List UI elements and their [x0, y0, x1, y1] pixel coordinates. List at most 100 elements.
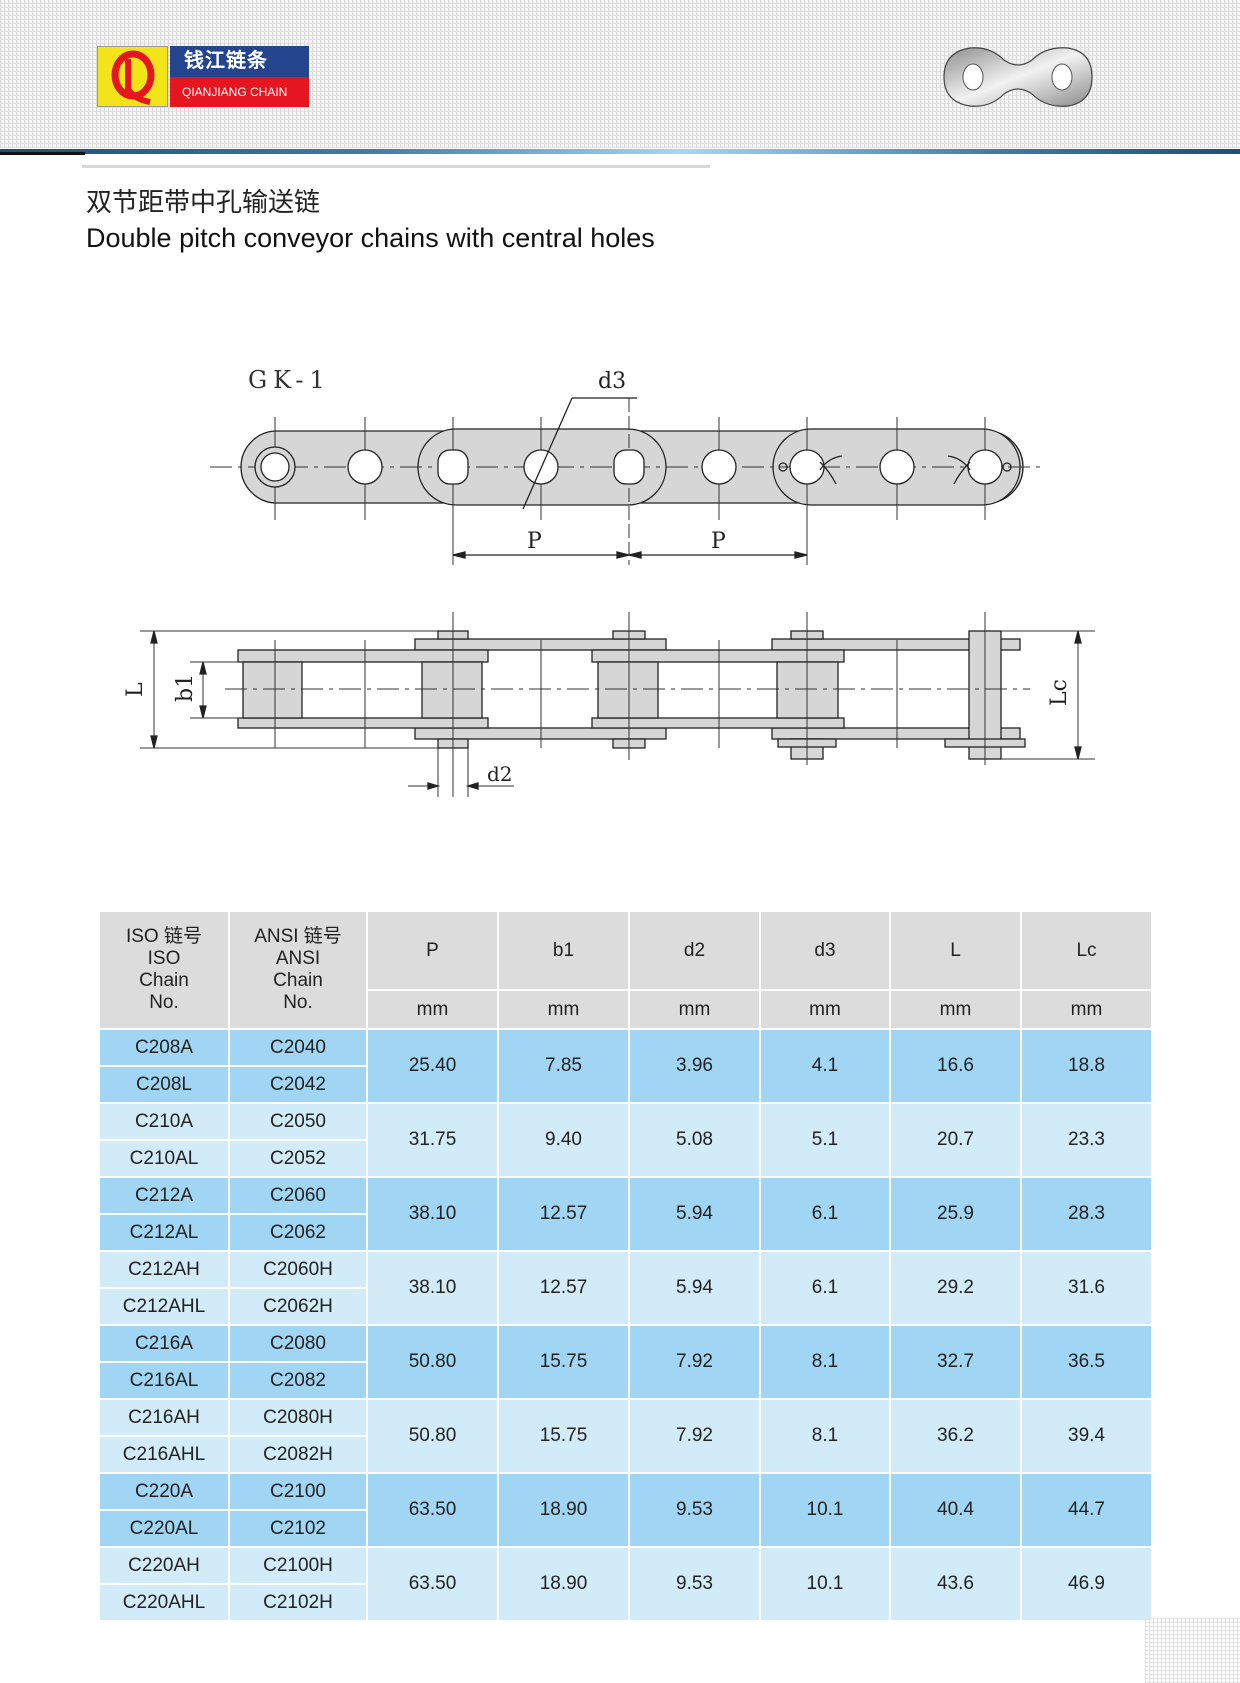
- cell-d3: 10.1: [759, 1546, 891, 1622]
- brand-name-cn: 钱江链条: [170, 46, 309, 77]
- cell-L: 16.6: [889, 1028, 1022, 1104]
- cell-Lc: 39.4: [1020, 1398, 1153, 1474]
- ansi-chain-no: C2100H: [228, 1546, 368, 1585]
- header-d2: d2: [628, 910, 761, 991]
- iso-chain-no: C220A: [98, 1472, 230, 1511]
- ansi-chain-no: C2102: [228, 1509, 368, 1548]
- chain-technical-drawing: d3 GK-1 P P: [123, 366, 1095, 797]
- header-Lc: Lc: [1020, 910, 1153, 991]
- cell-P: 50.80: [366, 1324, 499, 1400]
- cell-Lc: 28.3: [1020, 1176, 1153, 1252]
- label-d3: d3: [598, 369, 626, 394]
- cell-d2: 5.94: [628, 1176, 761, 1252]
- cell-d3: 8.1: [759, 1398, 891, 1474]
- table-row: C212A C2060 38.10 12.57 5.94 6.1 25.9 28.3: [98, 1176, 1153, 1252]
- table-row: C220A C2100 63.50 18.90 9.53 10.1 40.4 44.7: [98, 1472, 1153, 1548]
- cell-L: 25.9: [889, 1176, 1022, 1252]
- iso-chain-no: C216AH: [98, 1398, 230, 1437]
- table-row: C210A C2050 31.75 9.40 5.08 5.1 20.7 23.3: [98, 1102, 1153, 1178]
- cell-b1: 15.75: [497, 1324, 630, 1400]
- table-row: C216A C2080 50.80 15.75 7.92 8.1 32.7 36.5: [98, 1324, 1153, 1400]
- ansi-chain-no: C2060H: [228, 1250, 368, 1289]
- table-row: C208L C2042: [98, 1065, 1152, 1104]
- cell-Lc: 23.3: [1020, 1102, 1153, 1178]
- logo-mark: [97, 46, 168, 107]
- cell-L: 43.6: [889, 1546, 1022, 1622]
- cell-d3: 6.1: [759, 1250, 891, 1326]
- cell-b1: 9.40: [497, 1102, 630, 1178]
- cell-d3: 5.1: [759, 1102, 891, 1178]
- table-row: C220AH C2100H 63.50 18.90 9.53 10.1 43.6 46.9: [98, 1546, 1153, 1622]
- table-row: C220AL C2102: [98, 1509, 1152, 1548]
- cell-d3: 10.1: [759, 1472, 891, 1548]
- label-b1: b1: [173, 674, 198, 702]
- cell-P: 38.10: [366, 1176, 499, 1252]
- brand-logo: 钱江链条 QIANJIANG CHAIN: [97, 46, 309, 107]
- cell-d2: 5.94: [628, 1250, 761, 1326]
- header-line: Chain: [273, 970, 323, 991]
- header-line: ISO 链号: [125, 926, 202, 947]
- ansi-chain-no: C2082H: [228, 1435, 368, 1474]
- cell-b1: 7.85: [497, 1028, 630, 1104]
- header-line: Chain: [139, 970, 189, 991]
- cell-P: 63.50: [366, 1546, 499, 1622]
- iso-chain-no: C220AHL: [98, 1583, 230, 1622]
- header-ansi-chain-no: ANSI 链号 ANSI Chain No.: [228, 910, 368, 1030]
- iso-chain-no: C220AL: [98, 1509, 230, 1548]
- iso-chain-no: C212AHL: [98, 1287, 230, 1326]
- chain-plate-image: [943, 47, 1093, 107]
- ansi-chain-no: C2042: [228, 1065, 368, 1104]
- cell-L: 32.7: [889, 1324, 1022, 1400]
- table-row: C216AH C2080H 50.80 15.75 7.92 8.1 36.2 39.4: [98, 1398, 1153, 1474]
- cell-P: 50.80: [366, 1398, 499, 1474]
- cell-d2: 9.53: [628, 1546, 761, 1622]
- ansi-chain-no: C2082: [228, 1361, 368, 1400]
- cell-d2: 7.92: [628, 1398, 761, 1474]
- cell-b1: 12.57: [497, 1176, 630, 1252]
- ansi-chain-no: C2062: [228, 1213, 368, 1252]
- header-accent-bar: [0, 152, 85, 155]
- iso-chain-no: C210A: [98, 1102, 230, 1141]
- iso-chain-no: C212A: [98, 1176, 230, 1215]
- label-d2: d2: [487, 762, 513, 786]
- iso-chain-no: C216AHL: [98, 1435, 230, 1474]
- cell-P: 38.10: [366, 1250, 499, 1326]
- table-row: C212AL C2062: [98, 1213, 1152, 1252]
- cell-b1: 15.75: [497, 1398, 630, 1474]
- header-divider: [0, 149, 1240, 154]
- title-divider: [82, 165, 710, 168]
- header-line: ANSI: [275, 948, 321, 969]
- iso-chain-no: C208A: [98, 1028, 230, 1067]
- page-title-cn: 双节距带中孔输送链: [86, 188, 321, 218]
- cell-d3: 4.1: [759, 1028, 891, 1104]
- ansi-chain-no: C2050: [228, 1102, 368, 1141]
- header-L: L: [889, 910, 1022, 991]
- cell-d2: 3.96: [628, 1028, 761, 1104]
- unit-cell: mm: [628, 989, 761, 1030]
- cell-Lc: 36.5: [1020, 1324, 1153, 1400]
- cell-Lc: 44.7: [1020, 1472, 1153, 1548]
- top-view: d3 GK-1 P P: [210, 366, 1040, 565]
- ansi-chain-no: C2102H: [228, 1583, 368, 1622]
- chain-spec-table: ISO 链号 ISO Chain No. ANSI 链号 ANSI Chain …: [98, 910, 1153, 1622]
- ansi-chain-no: C2080: [228, 1324, 368, 1363]
- iso-chain-no: C216A: [98, 1324, 230, 1363]
- header-iso-chain-no: ISO 链号 ISO Chain No.: [98, 910, 230, 1030]
- cell-P: 31.75: [366, 1102, 499, 1178]
- cell-L: 29.2: [889, 1250, 1022, 1326]
- ansi-chain-no: C2060: [228, 1176, 368, 1215]
- header-line: No.: [283, 992, 313, 1013]
- header-line: ISO: [147, 948, 181, 969]
- ansi-chain-no: C2040: [228, 1028, 368, 1067]
- cell-Lc: 31.6: [1020, 1250, 1153, 1326]
- cell-d2: 5.08: [628, 1102, 761, 1178]
- table-row: C216AHL C2082H: [98, 1435, 1152, 1474]
- cell-P: 63.50: [366, 1472, 499, 1548]
- cell-L: 20.7: [889, 1102, 1022, 1178]
- table-row: C220AHL C2102H: [98, 1583, 1152, 1622]
- label-L: L: [123, 682, 148, 697]
- corner-pattern: [1145, 1618, 1240, 1683]
- cell-d3: 8.1: [759, 1324, 891, 1400]
- unit-cell: mm: [759, 989, 891, 1030]
- cell-b1: 12.57: [497, 1250, 630, 1326]
